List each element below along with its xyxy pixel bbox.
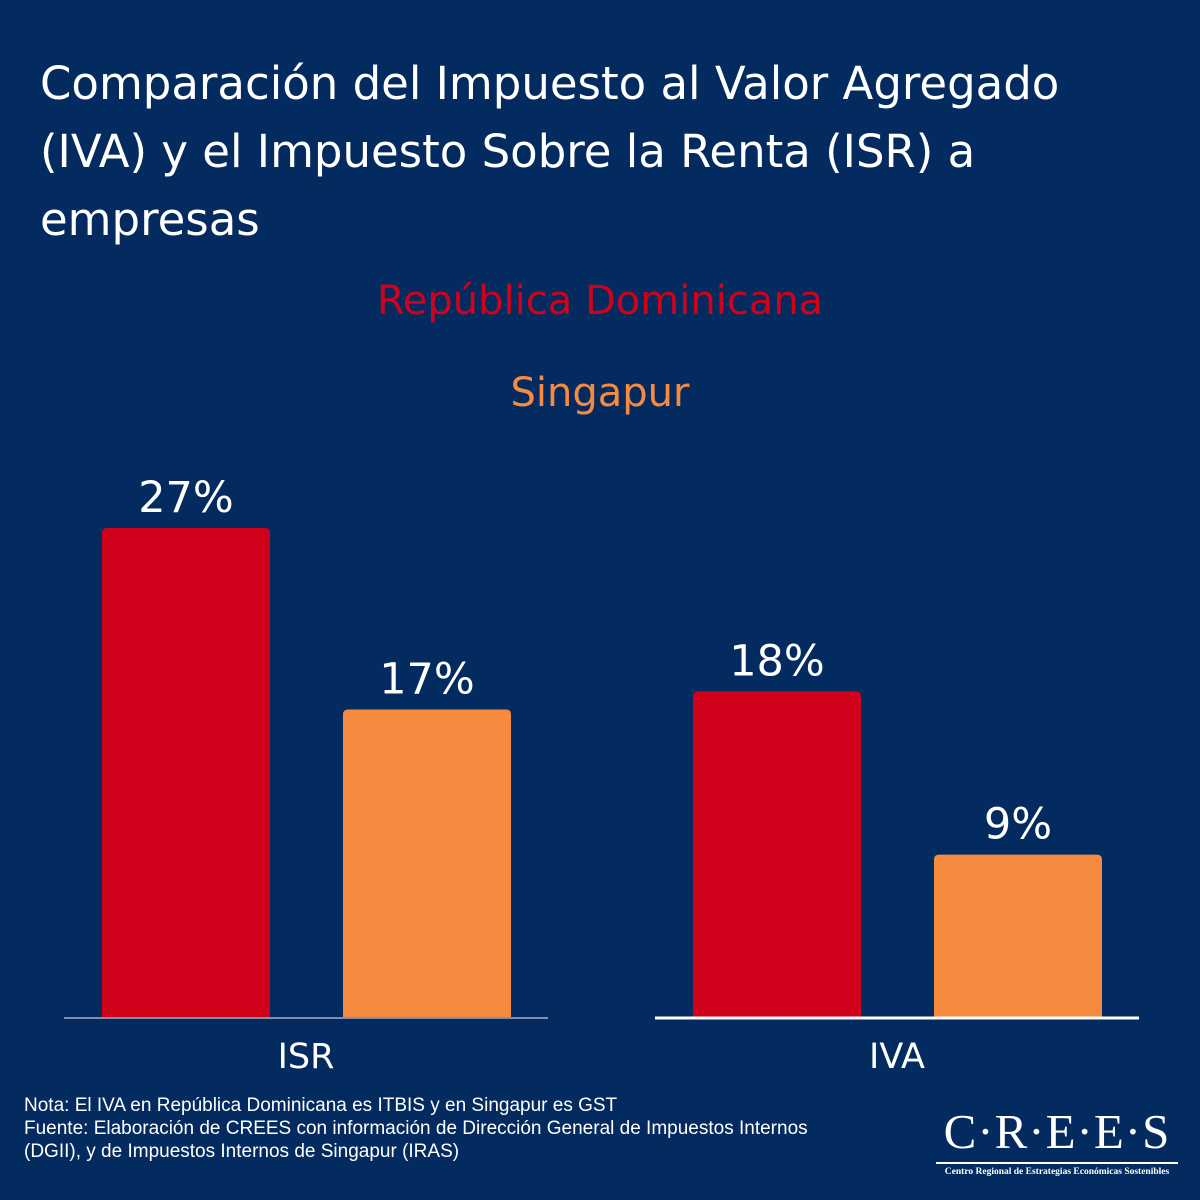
footer-source-line-2: (DGII), y de Impuestos Internos de Singa… bbox=[24, 1141, 460, 1162]
data-label-isr-sg: 17% bbox=[379, 654, 475, 704]
category-label-iva: IVA bbox=[869, 1037, 925, 1077]
chart-title: Comparación del Impuesto al Valor Agrega… bbox=[40, 57, 1060, 246]
data-label-iva-sg: 9% bbox=[984, 800, 1052, 850]
legend-item-singapur: Singapur bbox=[510, 370, 690, 416]
category-label-isr: ISR bbox=[278, 1037, 335, 1077]
bar-iva-rd bbox=[693, 691, 861, 1018]
bar-chart: 27% 17% ISR 18% 9% IVA bbox=[64, 473, 1139, 1077]
data-label-iva-rd: 18% bbox=[729, 636, 825, 686]
logo-mark: C·R·E·E·S bbox=[943, 1104, 1171, 1159]
footer-source-line-1: Fuente: Elaboración de CREES con informa… bbox=[24, 1118, 808, 1139]
logo-subtitle: Centro Regional de Estrategias Económica… bbox=[944, 1167, 1170, 1177]
logo-divider bbox=[936, 1162, 1178, 1164]
bar-iva-sg bbox=[934, 854, 1102, 1018]
footer-note: Nota: El IVA en República Dominicana es … bbox=[24, 1095, 618, 1116]
crees-logo: C·R·E·E·S Centro Regional de Estrategias… bbox=[932, 1104, 1182, 1177]
footer-notes: Nota: El IVA en República Dominicana es … bbox=[24, 1094, 894, 1163]
bar-isr-rd bbox=[102, 528, 270, 1018]
legend-item-republica-dominicana: República Dominicana bbox=[376, 278, 824, 324]
data-label-isr-rd: 27% bbox=[138, 473, 234, 523]
bar-isr-sg bbox=[343, 709, 511, 1018]
